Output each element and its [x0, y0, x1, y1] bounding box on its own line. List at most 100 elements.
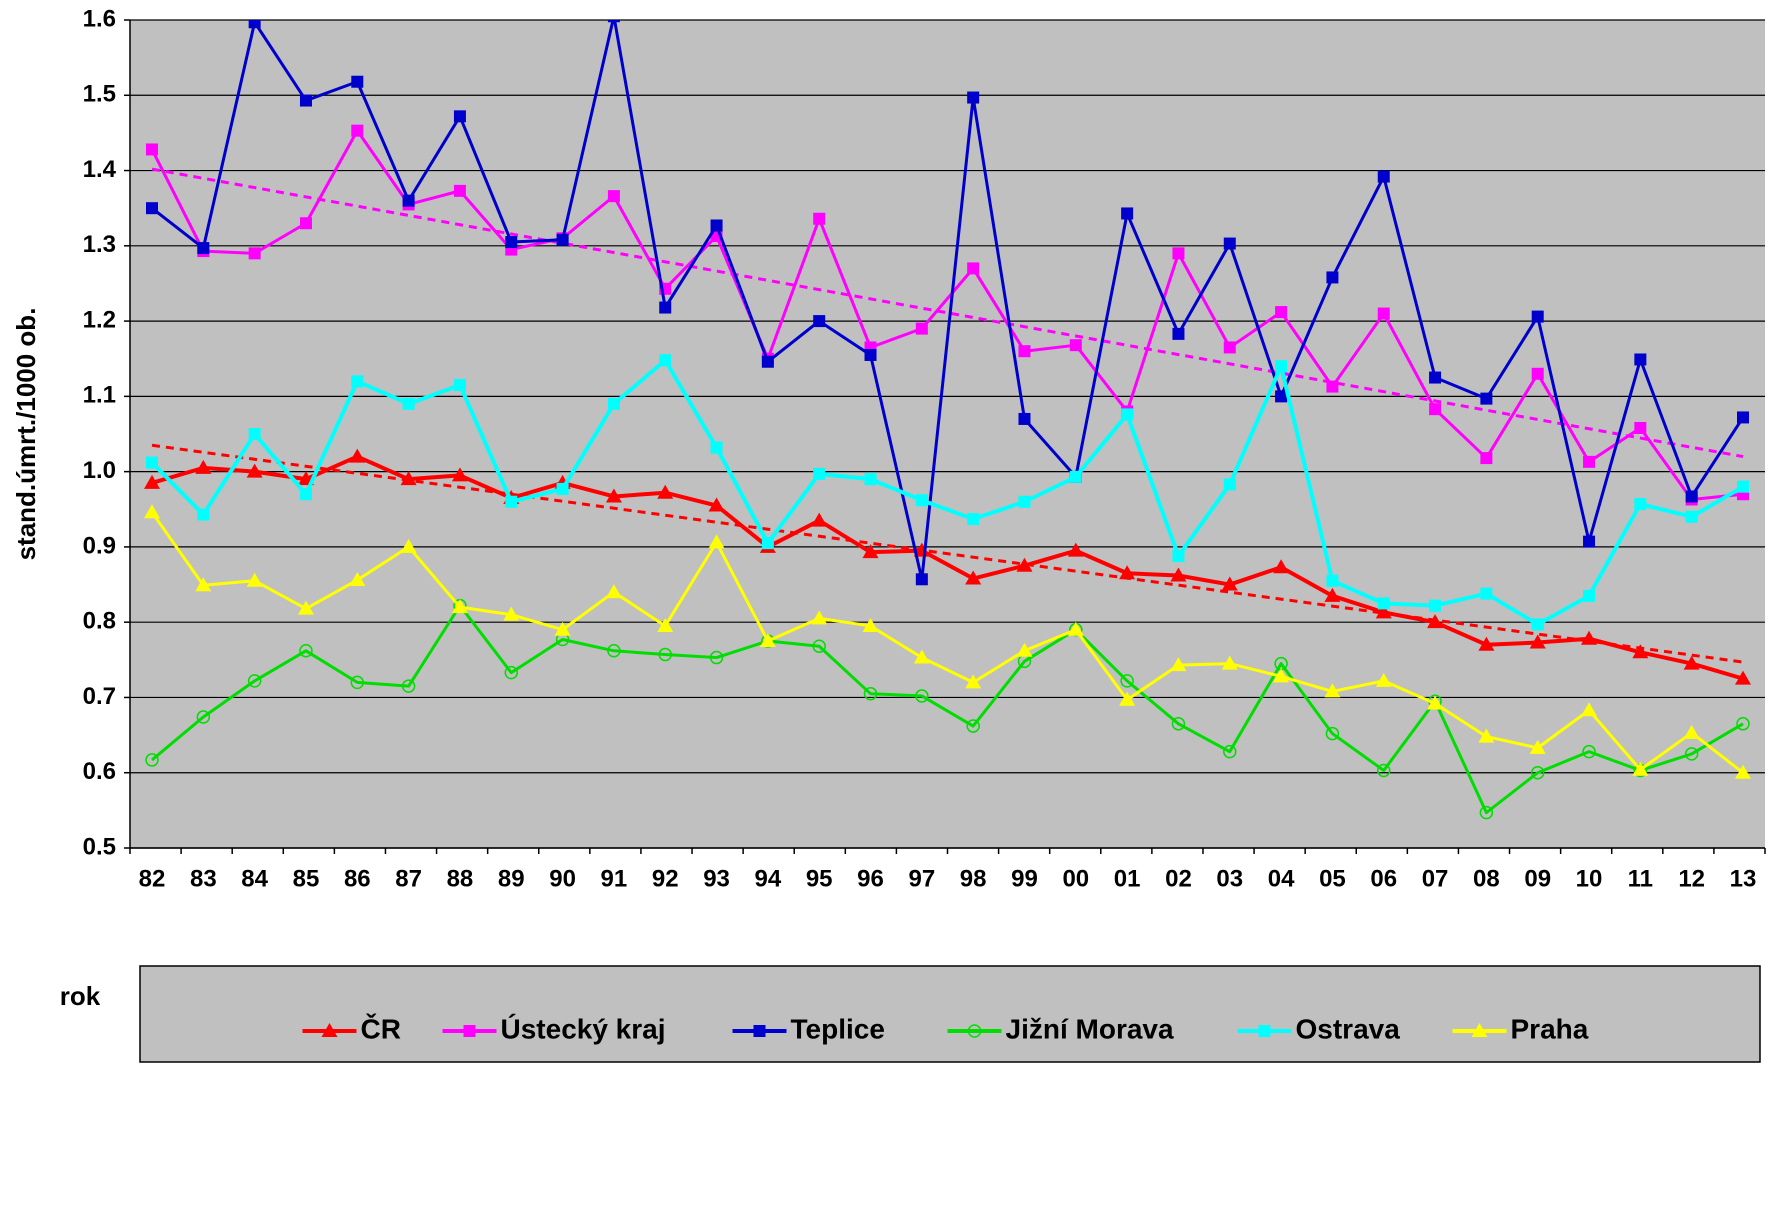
- marker: [1171, 717, 1186, 731]
- marker: [349, 572, 366, 587]
- marker: [761, 537, 774, 550]
- series-line: [151, 604, 1744, 815]
- marker: [248, 20, 261, 29]
- series-line: [150, 511, 1744, 774]
- marker: [812, 639, 826, 654]
- y-tick-label: 1.3: [83, 231, 116, 258]
- marker: [965, 674, 982, 689]
- marker: [658, 647, 672, 662]
- marker: [1170, 657, 1187, 672]
- marker: [1427, 614, 1444, 629]
- marker: [1736, 717, 1750, 731]
- marker: [710, 219, 723, 232]
- x-tick-label: 98: [960, 865, 987, 892]
- marker: [349, 448, 366, 463]
- marker: [144, 504, 160, 519]
- series-line: [151, 454, 1744, 681]
- marker: [708, 497, 725, 512]
- x-tick-label: 06: [1370, 865, 1397, 892]
- marker: [453, 110, 466, 123]
- marker: [1531, 618, 1544, 631]
- marker: [659, 354, 672, 367]
- marker: [967, 513, 980, 526]
- legend-label: Ústecký kraj: [501, 1013, 666, 1044]
- marker: [605, 488, 622, 503]
- plot-lines: [144, 20, 1751, 820]
- marker: [197, 508, 210, 521]
- marker: [1583, 535, 1596, 548]
- plot-area: [130, 20, 1765, 848]
- marker: [554, 621, 571, 636]
- marker: [247, 674, 262, 688]
- x-tick-label: 83: [190, 865, 217, 892]
- marker: [710, 441, 723, 454]
- marker: [196, 710, 211, 724]
- marker: [1016, 642, 1033, 657]
- marker: [504, 665, 519, 680]
- marker: [965, 570, 982, 585]
- x-tick-label: 92: [652, 865, 679, 892]
- marker: [1478, 728, 1495, 743]
- marker: [1223, 237, 1236, 250]
- marker: [1685, 490, 1698, 503]
- marker: [862, 544, 879, 559]
- marker: [400, 471, 417, 486]
- marker: [1221, 655, 1238, 670]
- marker: [1172, 247, 1185, 260]
- marker: [1478, 636, 1495, 651]
- marker: [1258, 1025, 1271, 1037]
- marker: [1221, 576, 1238, 591]
- marker: [1634, 353, 1647, 366]
- marker: [350, 675, 365, 690]
- y-tick-label: 1.4: [83, 156, 117, 183]
- marker: [1685, 510, 1698, 523]
- marker: [1275, 306, 1288, 319]
- marker: [246, 463, 263, 478]
- marker: [759, 633, 776, 647]
- marker: [299, 94, 312, 107]
- marker: [1018, 495, 1031, 508]
- marker: [657, 484, 674, 499]
- marker: [811, 512, 828, 527]
- marker: [607, 190, 620, 203]
- marker: [146, 202, 158, 215]
- marker: [659, 301, 672, 314]
- marker: [402, 194, 415, 207]
- marker: [299, 488, 312, 501]
- marker: [1326, 380, 1339, 393]
- x-tick-label: 88: [447, 865, 474, 892]
- x-tick-label: 12: [1678, 865, 1705, 892]
- marker: [708, 534, 725, 549]
- marker: [1376, 763, 1391, 778]
- marker: [761, 355, 774, 368]
- marker: [1529, 634, 1546, 649]
- marker: [195, 459, 212, 474]
- y-tick-label: 1.1: [83, 382, 116, 409]
- marker: [1377, 170, 1390, 183]
- marker: [1582, 744, 1596, 759]
- marker: [1530, 765, 1545, 780]
- y-tick-label: 0.6: [83, 758, 116, 785]
- marker: [248, 247, 261, 260]
- marker: [401, 679, 416, 693]
- marker: [1429, 371, 1442, 384]
- marker: [1429, 599, 1442, 612]
- marker: [1273, 668, 1290, 683]
- marker: [1529, 739, 1546, 754]
- marker: [915, 689, 929, 703]
- x-tick-label: 11: [1628, 865, 1653, 892]
- marker: [709, 650, 724, 665]
- marker: [1471, 1023, 1488, 1037]
- marker: [453, 184, 466, 197]
- x-tick-label: 84: [241, 865, 268, 892]
- x-tick-label: 87: [395, 865, 422, 892]
- marker: [1581, 702, 1598, 717]
- marker: [556, 233, 569, 246]
- marker: [1480, 587, 1493, 600]
- marker: [145, 753, 159, 767]
- marker: [813, 212, 826, 225]
- marker: [1324, 587, 1341, 602]
- x-tick-label: 09: [1524, 865, 1551, 892]
- marker: [811, 610, 828, 625]
- marker: [966, 719, 980, 733]
